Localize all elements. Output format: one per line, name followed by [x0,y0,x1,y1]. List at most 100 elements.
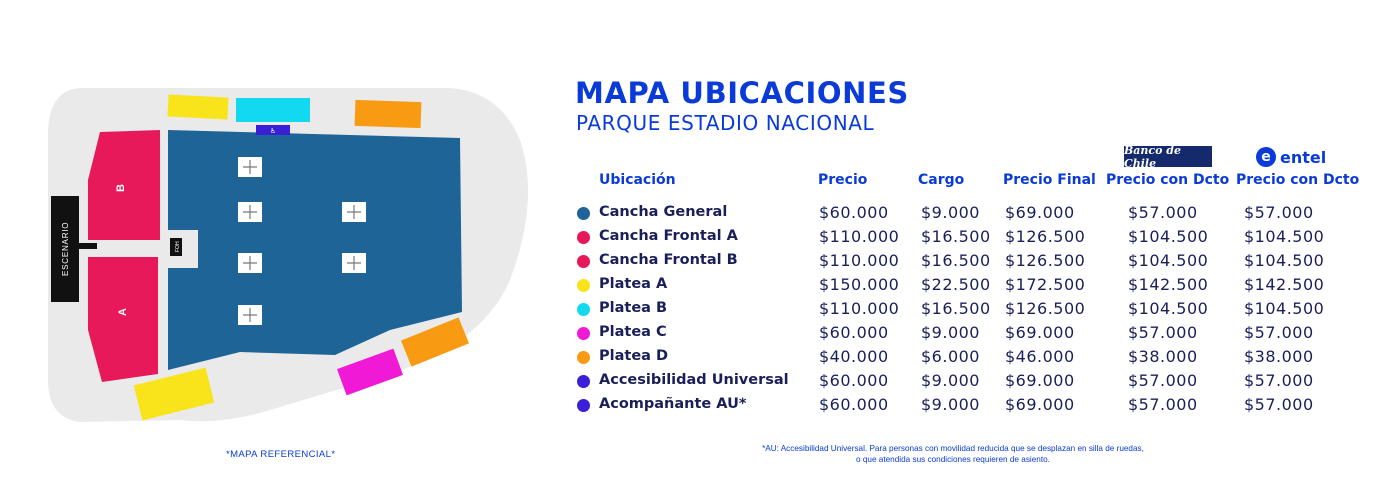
plus-signs [243,160,361,322]
color-dot [577,351,590,364]
entel-wordmark: entel [1280,147,1327,167]
foh-label: FOH [175,241,181,252]
color-dot [577,399,590,412]
row-ubicacion: Accesibilidad Universal [599,372,789,388]
row-cargo: $9.000 [921,203,980,222]
row-cargo: $16.500 [921,299,991,318]
color-dot [577,327,590,340]
row-ubicacion: Platea D [599,348,669,364]
entel-logo: e entel [1256,145,1326,169]
entel-icon: e [1256,147,1276,167]
color-dot [577,279,590,292]
banco-de-chile-logo: Banco de Chile [1124,144,1212,170]
row-dcto-banco: $57.000 [1128,323,1198,342]
page-subtitle: PARQUE ESTADIO NACIONAL [576,111,875,135]
row-precio-final: $126.500 [1005,299,1086,318]
page-title: MAPA UBICACIONES [575,76,909,110]
row-dcto-banco: $57.000 [1128,395,1198,414]
row-cargo: $9.000 [921,323,980,342]
row-precio-final: $126.500 [1005,227,1086,246]
row-cargo: $6.000 [921,347,980,366]
row-dcto-banco: $142.500 [1128,275,1209,294]
row-dcto-entel: $104.500 [1244,251,1325,270]
footnote: *AU: Accesibilidad Universal. Para perso… [728,443,1178,465]
section-platea-a-bottom [133,367,215,421]
foh-box [170,238,182,256]
header-cargo: Cargo [918,172,965,188]
price-row: Cancha Frontal A $110.000 $16.500 $126.5… [577,227,1367,247]
section-b-label: B [115,184,127,192]
stage [51,196,79,302]
section-platea-c [337,348,403,396]
row-precio-final: $46.000 [1005,347,1075,366]
row-ubicacion: Cancha Frontal B [599,252,738,268]
row-cargo: $16.500 [921,227,991,246]
row-cargo: $9.000 [921,395,980,414]
stage-catwalk [77,243,97,249]
row-dcto-banco: $104.500 [1128,299,1209,318]
row-precio-final: $172.500 [1005,275,1086,294]
price-row: Platea A $150.000 $22.500 $172.500 $142.… [577,275,1367,295]
row-dcto-banco: $104.500 [1128,251,1209,270]
row-cargo: $9.000 [921,371,980,390]
section-platea-d-bottom [401,317,469,367]
row-ubicacion: Platea A [599,276,668,292]
row-precio: $60.000 [819,395,889,414]
color-dot [577,303,590,316]
row-ubicacion: Platea C [599,324,667,340]
row-precio-final: $126.500 [1005,251,1086,270]
row-ubicacion: Acompañante AU* [599,396,747,412]
section-platea-b [236,98,310,122]
price-row: Platea B $110.000 $16.500 $126.500 $104.… [577,299,1367,319]
header-precio-final: Precio Final [1003,172,1096,188]
row-dcto-entel: $57.000 [1244,395,1314,414]
row-dcto-entel: $57.000 [1244,371,1314,390]
row-precio: $110.000 [819,227,900,246]
row-dcto-banco: $57.000 [1128,371,1198,390]
price-row: Cancha General $60.000 $9.000 $69.000 $5… [577,203,1367,223]
section-cancha-frontal-a [88,257,158,382]
row-precio: $40.000 [819,347,889,366]
row-dcto-banco: $57.000 [1128,203,1198,222]
header-precio-dcto-entel: Precio con Dcto [1236,172,1360,188]
price-row: Platea D $40.000 $6.000 $46.000 $38.000 … [577,347,1367,367]
row-precio-final: $69.000 [1005,395,1075,414]
row-cargo: $16.500 [921,251,991,270]
row-precio: $150.000 [819,275,900,294]
row-dcto-entel: $57.000 [1244,323,1314,342]
row-precio: $60.000 [819,323,889,342]
price-row: Accesibilidad Universal $60.000 $9.000 $… [577,371,1367,391]
stage-label: ESCENARIO [61,222,70,276]
price-row: Platea C $60.000 $9.000 $69.000 $57.000 … [577,323,1367,343]
row-dcto-entel: $142.500 [1244,275,1325,294]
venue-map-graphic: ESCENARIO B A FOH [48,88,528,422]
row-dcto-banco: $104.500 [1128,227,1209,246]
row-ubicacion: Cancha Frontal A [599,228,738,244]
price-row: Cancha Frontal B $110.000 $16.500 $126.5… [577,251,1367,271]
row-dcto-entel: $104.500 [1244,227,1325,246]
color-dot [577,375,590,388]
row-cargo: $22.500 [921,275,991,294]
accessibility-icon: ♿ [270,127,276,135]
row-precio: $110.000 [819,299,900,318]
row-precio: $60.000 [819,371,889,390]
color-dot [577,207,590,220]
row-precio-final: $69.000 [1005,203,1075,222]
venue-map: ESCENARIO B A FOH [40,80,540,430]
row-precio-final: $69.000 [1005,323,1075,342]
row-dcto-entel: $104.500 [1244,299,1325,318]
section-platea-a-top [167,94,229,120]
price-row: Acompañante AU* $60.000 $9.000 $69.000 $… [577,395,1367,415]
section-platea-d-top [354,99,422,129]
section-a-label: A [117,308,129,316]
row-ubicacion: Platea B [599,300,668,316]
header-precio: Precio [818,172,868,188]
color-dot [577,231,590,244]
row-ubicacion: Cancha General [599,204,728,220]
header-precio-dcto-banco: Precio con Dcto [1106,172,1230,188]
section-cancha-frontal-b [88,130,160,240]
section-accesibilidad [256,125,290,135]
row-precio: $110.000 [819,251,900,270]
row-dcto-banco: $38.000 [1128,347,1198,366]
map-note: *MAPA REFERENCIAL* [226,449,336,460]
